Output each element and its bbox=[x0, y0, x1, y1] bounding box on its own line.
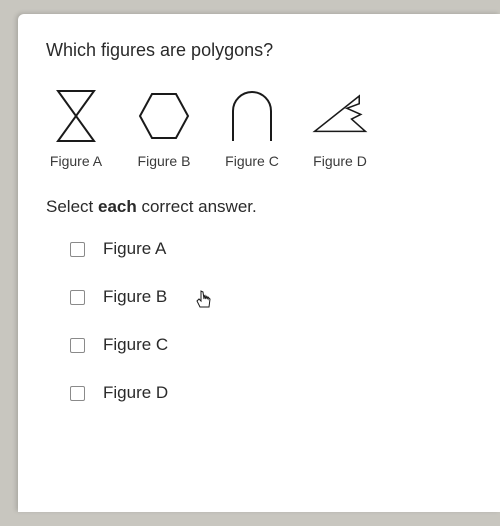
instruction-pre: Select bbox=[46, 197, 98, 216]
option-label: Figure D bbox=[103, 383, 168, 403]
option-figure-a[interactable]: Figure A bbox=[70, 239, 476, 259]
instruction-bold: each bbox=[98, 197, 137, 216]
option-figure-c[interactable]: Figure C bbox=[70, 335, 476, 355]
figures-row: Figure A Figure B Figure C bbox=[46, 85, 476, 169]
checkbox[interactable] bbox=[70, 242, 85, 257]
checkbox[interactable] bbox=[70, 386, 85, 401]
checkbox[interactable] bbox=[70, 338, 85, 353]
options-list: Figure A Figure B Figure C Figure D bbox=[46, 239, 476, 403]
figure-label: Figure C bbox=[225, 153, 279, 169]
hexagon-icon bbox=[134, 85, 194, 147]
instruction-text: Select each correct answer. bbox=[46, 197, 476, 217]
instruction-post: correct answer. bbox=[137, 197, 257, 216]
checkbox[interactable] bbox=[70, 290, 85, 305]
figure-c: Figure C bbox=[222, 85, 282, 169]
question-card: Which figures are polygons? Figure A Fig… bbox=[18, 14, 500, 512]
question-text: Which figures are polygons? bbox=[46, 40, 476, 61]
option-label: Figure A bbox=[103, 239, 166, 259]
figure-d: Figure D bbox=[310, 85, 370, 169]
option-figure-b[interactable]: Figure B bbox=[70, 287, 476, 307]
hourglass-icon bbox=[46, 85, 106, 147]
figure-a: Figure A bbox=[46, 85, 106, 169]
zigzag-icon bbox=[310, 85, 370, 147]
arch-icon bbox=[222, 85, 282, 147]
cursor-pointer-icon bbox=[195, 289, 215, 316]
option-label: Figure B bbox=[103, 287, 167, 307]
option-label: Figure C bbox=[103, 335, 168, 355]
option-figure-d[interactable]: Figure D bbox=[70, 383, 476, 403]
figure-label: Figure D bbox=[313, 153, 367, 169]
figure-label: Figure A bbox=[50, 153, 102, 169]
figure-label: Figure B bbox=[138, 153, 191, 169]
figure-b: Figure B bbox=[134, 85, 194, 169]
